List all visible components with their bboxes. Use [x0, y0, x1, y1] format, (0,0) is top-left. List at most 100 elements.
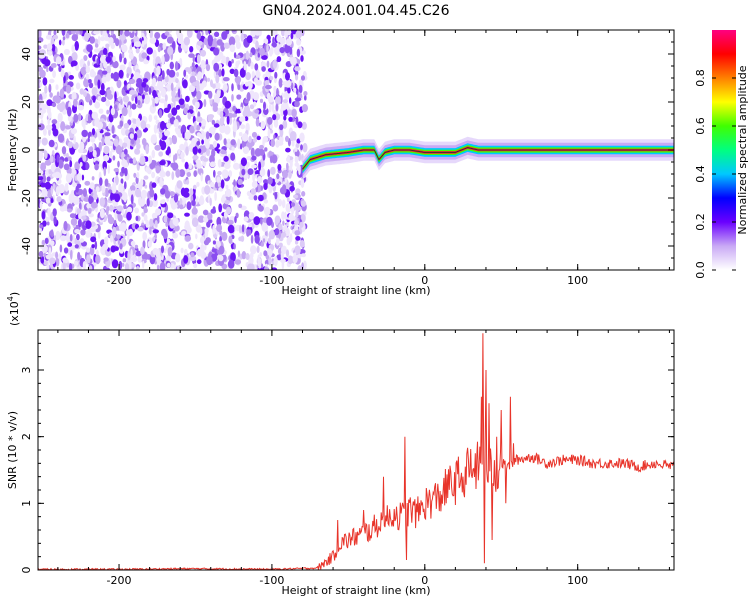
spectrogram-noise-cell [208, 30, 211, 35]
spectrogram-noise-cell [184, 131, 191, 140]
spectrogram-noise-cell [106, 93, 113, 100]
spectrogram-noise-cell [91, 244, 95, 249]
spectrogram-noise-cell [175, 78, 179, 84]
spectrogram-noise-cell [294, 66, 301, 72]
spectrogram-noise-cell [266, 216, 273, 226]
spectrogram-noise-cell [217, 181, 221, 187]
colorbar-gradient [712, 30, 736, 270]
spectrogram-noise-cell [183, 69, 187, 78]
spectrogram-noise-cell [213, 62, 220, 72]
spectrogram-noise-cell [164, 130, 170, 137]
spectrogram-noise-cell [75, 82, 81, 90]
spectrogram-noise-cell [151, 149, 156, 159]
spectrogram-noise-cell [213, 123, 220, 128]
spectrogram-noise-cell [268, 248, 273, 258]
spectrogram-noise-cell [246, 190, 252, 197]
spectrogram-noise-cell [109, 204, 114, 212]
spectrogram-noise-cell [191, 71, 196, 78]
spectrogram-noise-cell [42, 128, 47, 136]
spectrogram-noise-cell [94, 43, 99, 48]
spectrogram-noise-cell [123, 193, 127, 203]
spectrogram-noise-cell [230, 139, 236, 146]
spectrogram-noise-cell [98, 133, 102, 141]
spectrogram-noise-cell [113, 219, 117, 227]
spectrogram-noise-cell [248, 135, 252, 143]
spectrogram-noise-cell [280, 30, 286, 37]
spectrogram-noise-cell [137, 99, 141, 106]
spectrogram-noise-cell [241, 168, 246, 176]
spectrogram-noise-cell [231, 59, 234, 64]
spectrogram-noise-cell [180, 267, 187, 270]
spectrogram-noise-cell [201, 139, 205, 145]
spectrogram-noise-cell [278, 223, 283, 230]
spectrogram-noise-cell [271, 154, 278, 164]
spectrogram-noise-cell [219, 236, 223, 243]
spectrogram-noise-cell [171, 107, 178, 116]
spectrogram-noise-cell [44, 237, 49, 245]
spectrogram-noise-cell [113, 138, 119, 147]
y-tick-label: 3 [20, 367, 33, 374]
y-tick-label: 2 [20, 433, 33, 440]
spectrogram-noise-cell [152, 229, 159, 234]
spectrogram-noise-cell [69, 213, 76, 219]
spectrogram-noise-cell [149, 188, 155, 198]
spectrogram-noise-cell [260, 120, 266, 130]
spectrogram-noise-cell [225, 184, 229, 190]
spectrogram-noise-cell [70, 128, 78, 135]
spectrogram-noise-cell [252, 92, 260, 101]
spectrogram-noise-cell [65, 173, 72, 184]
spectrogram-noise-cell [119, 249, 124, 254]
spectrogram-noise-cell [126, 206, 133, 213]
spectrogram-noise-cell [110, 192, 114, 201]
spectrogram-noise-cell [237, 250, 241, 257]
spectrogram-noise-cell [167, 113, 173, 119]
spectrogram-noise-cell [250, 147, 255, 157]
spectrogram-noise-cell [38, 30, 42, 39]
spectrogram-noise-cell [216, 216, 222, 227]
spectrogram-noise-cell [179, 197, 183, 206]
spectrogram-noise-cell [273, 118, 279, 128]
spectrogram-noise-cell [262, 238, 266, 243]
spectrogram-noise-cell [73, 113, 79, 123]
spectrogram-noise-cell [152, 236, 156, 242]
spectrogram-noise-cell [274, 45, 281, 56]
spectrogram-noise-cell [261, 66, 266, 72]
spectrogram-noise-cell [192, 155, 199, 160]
spectrogram-noise-cell [174, 61, 179, 71]
spectrogram-noise-cell [74, 161, 80, 171]
spectrogram-noise-cell [68, 141, 73, 149]
spectrogram-noise-cell [249, 52, 253, 58]
spectrogram-noise-cell [222, 83, 228, 92]
spectrogram-noise-cell [233, 68, 239, 78]
spectrogram-noise-cell [101, 76, 107, 84]
spectrogram-noise-cell [43, 44, 48, 49]
spectrogram-noise-cell [141, 40, 145, 48]
spectrogram-noise-cell [110, 30, 114, 36]
spectrogram-noise-cell [163, 248, 167, 254]
spectrogram-noise-cell [141, 52, 148, 59]
spectrogram-noise-cell [243, 174, 249, 179]
spectrogram-noise-cell [163, 53, 170, 62]
spectrogram-noise-cell [138, 85, 144, 95]
spectrogram-noise-cell [130, 30, 133, 33]
spectrogram-noise-cell [202, 209, 209, 216]
spectrogram-noise-cell [258, 194, 264, 202]
spectrogram-noise-cell [85, 161, 89, 171]
spectrogram-noise-cell [282, 120, 288, 129]
spectrogram-noise-cell [255, 79, 263, 86]
spectrogram-noise-cell [142, 240, 146, 249]
spectrogram-noise-cell [275, 103, 279, 112]
spectrogram-noise-cell [83, 91, 87, 98]
spectrogram-noise-cell [245, 72, 252, 81]
spectrogram-noise-cell [202, 157, 209, 162]
spectrogram-noise-cell [238, 203, 243, 209]
spectrogram-noise-cell [52, 183, 56, 190]
spectrogram-noise-cell [228, 60, 232, 68]
spectrogram-noise-cell [127, 250, 131, 261]
spectrogram-noise-cell [85, 220, 92, 230]
spectrogram-noise-cell [96, 58, 99, 66]
spectrogram-noise-cell [295, 116, 299, 125]
spectrogram-noise-cell [151, 212, 158, 219]
spectrogram-noise-cell [59, 244, 63, 253]
spectrogram-noise-cell [240, 205, 247, 211]
